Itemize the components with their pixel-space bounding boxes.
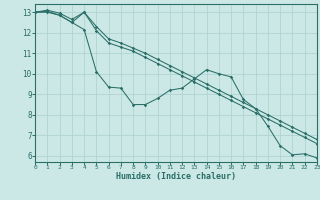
X-axis label: Humidex (Indice chaleur): Humidex (Indice chaleur) [116,172,236,181]
